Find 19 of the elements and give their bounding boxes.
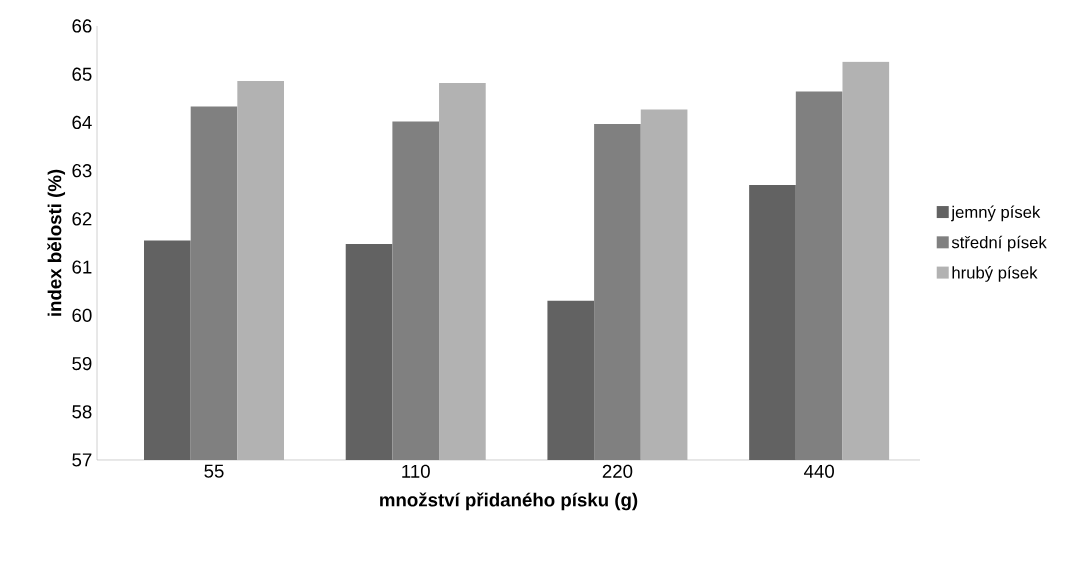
- y-tick-label: 64: [72, 115, 92, 130]
- x-axis-title: množství přidaného písku (g): [380, 492, 638, 511]
- x-tick-label: 55: [204, 464, 224, 478]
- y-axis-title: index bělosti (%): [47, 169, 66, 316]
- x-tick-label: 440: [803, 464, 834, 478]
- y-tick-label: 60: [72, 308, 92, 322]
- legend-label: jemný písek: [951, 205, 1041, 222]
- x-tick-label: 110: [402, 464, 430, 478]
- x-tick-label: 220: [602, 464, 633, 478]
- y-tick-label: 65: [72, 67, 92, 81]
- y-tick-label: 58: [72, 405, 92, 419]
- y-tick-label: 57: [72, 453, 92, 467]
- y-tick-label: 66: [72, 19, 92, 33]
- legend-label: hrubý písek: [952, 266, 1038, 282]
- y-tick-label: 63: [72, 164, 92, 178]
- y-tick-label: 61: [72, 260, 92, 274]
- legend-label: střední písek: [951, 235, 1047, 252]
- y-tick-label: 59: [72, 356, 92, 371]
- y-tick-label: 62: [72, 212, 92, 226]
